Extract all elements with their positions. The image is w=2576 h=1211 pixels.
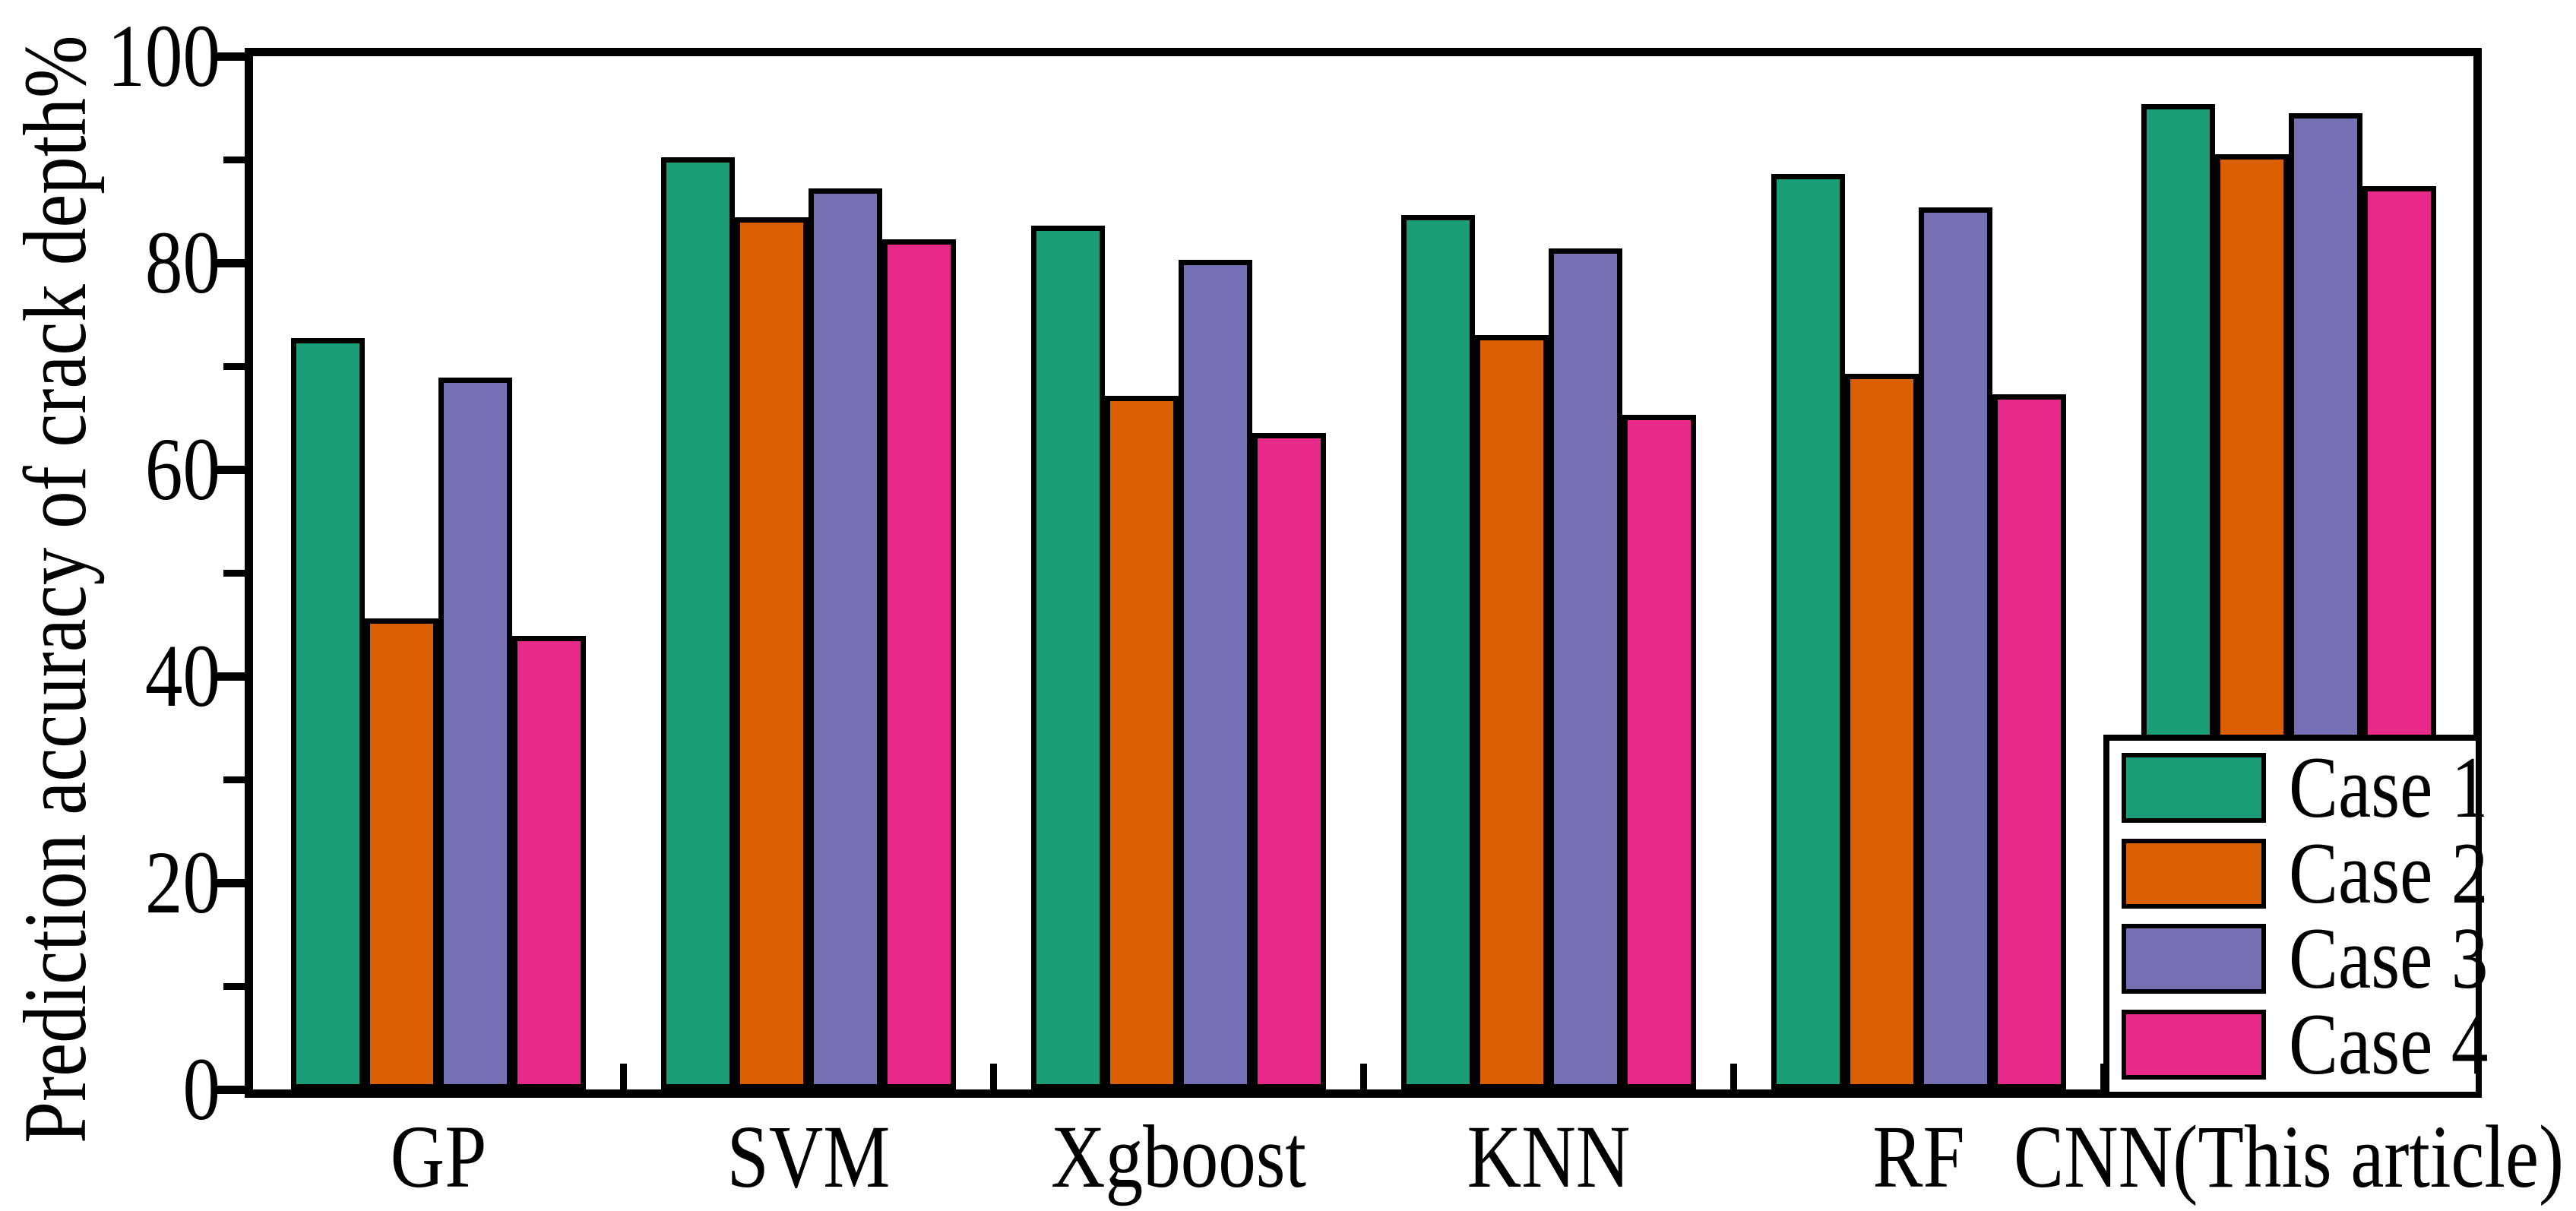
x-boundary-tick-4 [1730,1064,1737,1089]
y-axis-title: Prediction accuracy of crack depth% [5,35,105,1144]
y-major-tick-60 [211,466,249,474]
legend-label-Case-4: Case 4 [2289,995,2489,1093]
x-category-label-GP: GP [390,1107,487,1206]
bar-Xgboost-Case-4 [1252,433,1326,1089]
y-tick-label-40: 40 [144,626,220,726]
bar-GP-Case-4 [511,636,586,1089]
y-minor-tick-30 [223,776,248,783]
bar-GP-Case-2 [364,618,438,1089]
legend-label-Case-2: Case 2 [2289,824,2489,922]
y-tick-label-20: 20 [144,833,220,932]
x-boundary-tick-3 [1360,1064,1367,1089]
legend-label-Case-3: Case 3 [2289,910,2489,1008]
x-category-label-Xgboost: Xgboost [1051,1107,1306,1206]
bar-SVM-Case-1 [660,157,735,1089]
legend-swatch-Case-1 [2122,753,2266,823]
plot-area [245,48,2482,1098]
bar-RF-Case-1 [1771,174,1845,1089]
bar-GP-Case-1 [290,338,365,1089]
y-major-tick-80 [211,259,249,267]
legend-swatch-Case-3 [2122,924,2266,994]
bar-RF-Case-3 [1918,207,1992,1089]
y-major-tick-0 [211,1086,249,1094]
bar-KNN-Case-3 [1548,248,1622,1089]
bar-Xgboost-Case-3 [1178,260,1252,1089]
y-tick-label-100: 100 [107,6,220,106]
y-minor-tick-50 [223,570,248,577]
y-major-tick-100 [211,52,249,61]
legend-box: Case 1 Case 2 Case 3 Case 4 [2103,735,2489,1098]
bar-GP-Case-3 [438,378,512,1089]
bar-SVM-Case-2 [734,217,809,1089]
x-boundary-tick-2 [990,1064,997,1089]
bar-RF-Case-4 [1992,394,2066,1089]
y-tick-label-0: 0 [182,1039,220,1139]
bar-SVM-Case-4 [881,239,956,1089]
legend-row-Case-1: Case 1 [2122,744,2489,832]
bar-KNN-Case-1 [1400,215,1475,1089]
y-minor-tick-90 [223,157,248,163]
y-minor-tick-10 [223,983,248,990]
legend-swatch-Case-2 [2122,838,2266,909]
legend-row-Case-4: Case 4 [2122,1001,2489,1089]
y-tick-label-60: 60 [144,419,220,519]
x-boundary-tick-1 [620,1064,627,1089]
bar-KNN-Case-2 [1474,335,1549,1089]
x-category-label-SVM: SVM [726,1107,891,1206]
x-category-label-RF: RF [1872,1107,1965,1206]
legend-row-Case-3: Case 3 [2122,915,2489,1003]
x-category-label-KNN: KNN [1467,1107,1631,1206]
y-major-tick-40 [211,672,249,681]
bar-KNN-Case-4 [1622,415,1696,1089]
legend-swatch-Case-4 [2122,1009,2266,1080]
y-major-tick-20 [211,879,249,887]
y-minor-tick-70 [223,363,248,370]
legend-label-Case-1: Case 1 [2289,739,2489,836]
x-category-label-CNN-This-article-: CNN(This article) [2014,1107,2564,1206]
legend-row-Case-2: Case 2 [2122,830,2489,918]
y-tick-label-80: 80 [144,213,220,312]
bar-RF-Case-2 [1844,374,1919,1089]
bar-SVM-Case-3 [808,188,882,1089]
bar-Xgboost-Case-1 [1030,226,1105,1089]
bar-Xgboost-Case-2 [1104,396,1179,1089]
